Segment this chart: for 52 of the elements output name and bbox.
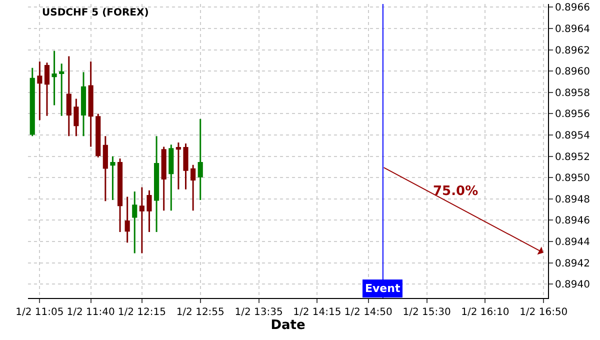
- y-tick-label: 0.8962: [555, 45, 590, 56]
- annotation: 75.0%: [433, 184, 478, 199]
- chart-title: USDCHF 5 (FOREX): [42, 8, 149, 18]
- y-tick-label: 0.8946: [555, 216, 590, 227]
- y-tick-label: 0.8958: [555, 88, 590, 99]
- candlestick: [132, 190, 138, 254]
- x-tick-label: 1/2 14:50: [344, 307, 392, 318]
- candlestick: [168, 144, 174, 212]
- x-tick-label: 1/2 14:15: [293, 307, 342, 318]
- candlestick: [161, 146, 166, 212]
- x-tick-label: 1/2 16:50: [520, 307, 568, 318]
- candlestick: [66, 55, 72, 137]
- ref-line-label: Event: [365, 282, 400, 295]
- x-axis-title: Date: [270, 318, 306, 333]
- candlestick: [88, 60, 94, 148]
- x-tick-label: 1/2 13:35: [234, 307, 283, 318]
- candlestick: [154, 135, 160, 233]
- x-tick-label: 1/2 11:05: [16, 307, 64, 318]
- candlestick: [59, 62, 64, 117]
- candlestick: [139, 186, 144, 254]
- candlestick: [190, 164, 196, 212]
- y-tick-label: 0.8956: [555, 109, 590, 120]
- x-tick-label: 1/2 15:30: [402, 307, 451, 318]
- candlestick: [198, 118, 203, 201]
- candlestick: [96, 112, 101, 158]
- candlestick: [102, 135, 108, 202]
- y-tick-label: 0.8964: [555, 24, 590, 35]
- y-tick-label: 0.8966: [555, 2, 590, 14]
- candlestick: [146, 190, 152, 233]
- candlestick: [124, 196, 130, 244]
- candlestick: [74, 98, 79, 137]
- candlestick: [117, 158, 123, 233]
- y-tick-label: 0.8960: [555, 66, 590, 78]
- candlestick: [80, 71, 86, 137]
- candlestick: [176, 142, 181, 190]
- candlestick: [183, 142, 188, 190]
- y-tick-label: 0.8950: [555, 173, 590, 184]
- y-tick-label: 0.8942: [555, 258, 590, 270]
- x-tick-label: 1/2 11:40: [66, 307, 115, 318]
- y-tick-label: 0.8940: [555, 280, 590, 291]
- candlestick: [37, 60, 42, 121]
- x-tick-label: 1/2 12:55: [176, 307, 224, 318]
- x-tick-label: 1/2 16:10: [461, 307, 510, 318]
- x-tick-label: 1/2 12:15: [118, 307, 166, 318]
- candlestick: [44, 62, 50, 117]
- y-tick-label: 0.8952: [555, 152, 590, 163]
- y-tick-label: 0.8954: [555, 130, 590, 142]
- y-tick-label: 0.8944: [555, 237, 590, 248]
- candlestick: [110, 156, 116, 201]
- candlestick: [30, 67, 35, 137]
- y-tick-label: 0.8948: [555, 194, 590, 206]
- candlestick: [52, 50, 57, 106]
